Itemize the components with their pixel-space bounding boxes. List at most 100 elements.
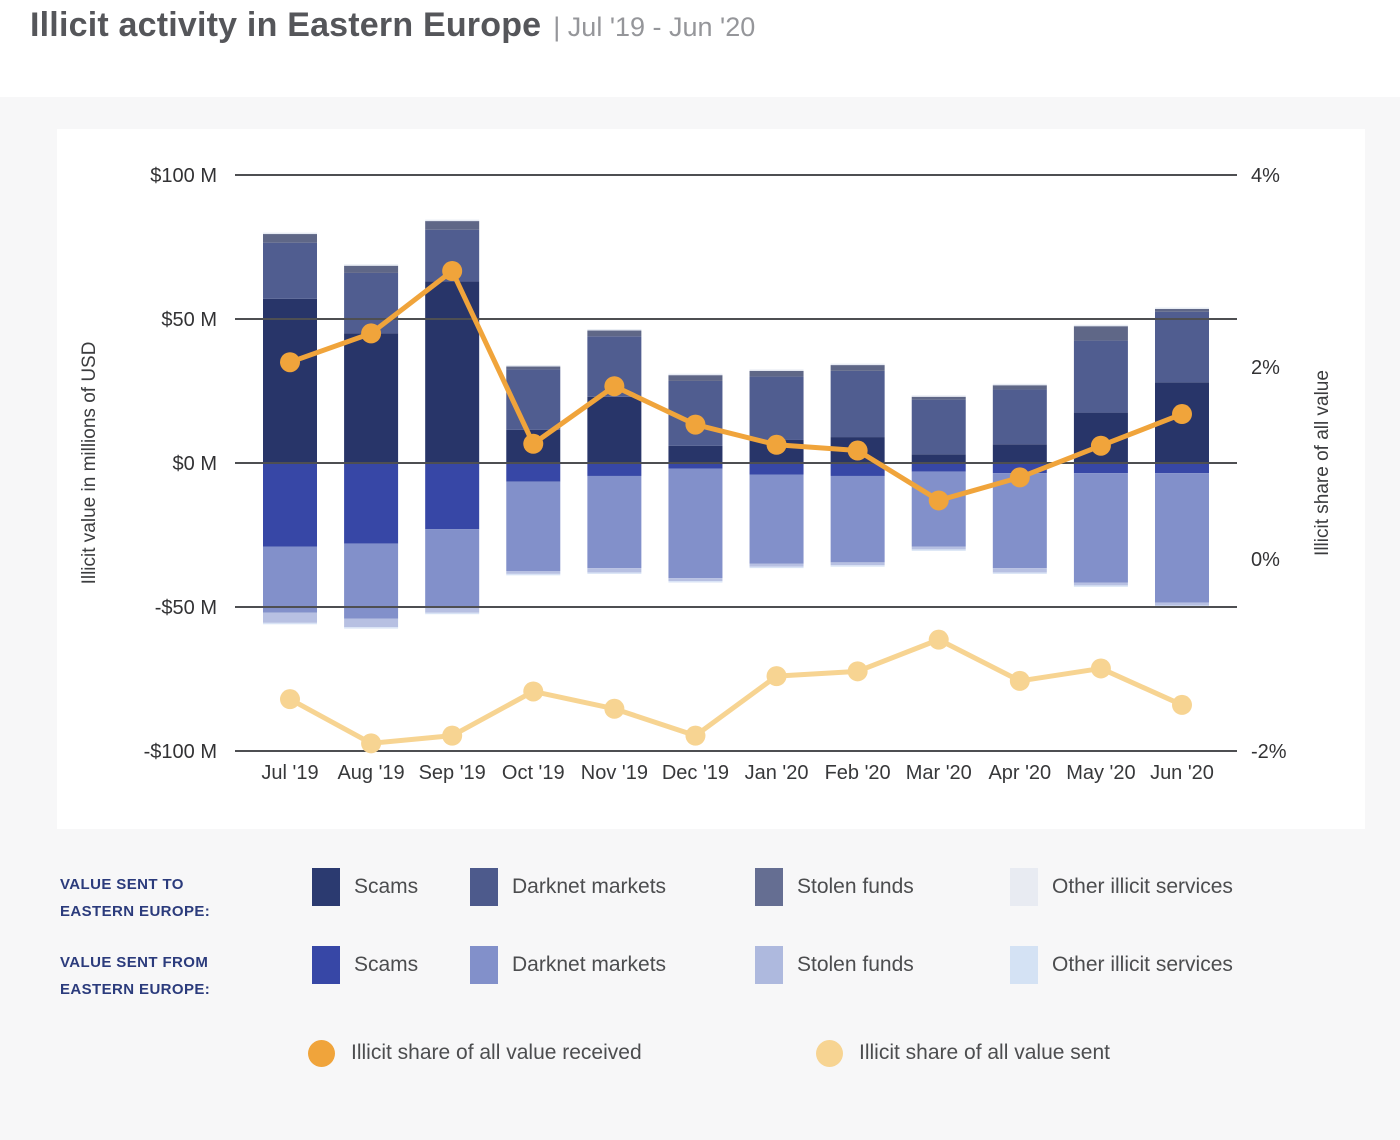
line-point-received <box>1090 435 1111 456</box>
bar-segment-to-other-illicit-services <box>263 232 317 235</box>
legend-row-lines: Illicit share of all value received Illi… <box>0 1039 1400 1099</box>
bar-segment-to-stolen-funds <box>587 330 642 337</box>
bar-segment-from-stolen-funds <box>911 546 966 550</box>
left-axis-title: Illicit value in millions of USD <box>79 342 100 585</box>
chart-card: $100 M $50 M $0 M -$50 M -$100 M 4% 2% 0% -2% Ill… <box>57 129 1365 829</box>
bar-segment-to-stolen-funds <box>668 375 723 381</box>
bar-segment-from-other-illicit-services <box>992 572 1047 574</box>
bar-segment-from-scams <box>425 463 480 530</box>
bar-segment-from-stolen-funds <box>668 578 723 582</box>
legend-heading-line: EASTERN EUROPE: <box>60 902 211 920</box>
legend-row-sent-from: VALUE SENT FROM EASTERN EUROPE: Scams Da… <box>0 946 1400 1006</box>
x-axis-label: Apr '20 <box>988 762 1051 784</box>
right-axis-title: Illicit share of all value <box>1312 370 1333 556</box>
right-axis-tick: 0% <box>1251 549 1280 571</box>
page-header: Illicit activity in Eastern Europe | Jul … <box>30 6 755 60</box>
legend-heading-sent-from: VALUE SENT FROM EASTERN EUROPE: <box>60 950 210 1003</box>
x-axis-label: Feb '20 <box>825 762 891 784</box>
other-from-swatch <box>1010 946 1038 984</box>
sent-line-dot-icon <box>816 1039 843 1067</box>
bar-segment-to-other-illicit-services <box>830 363 885 366</box>
x-axis-label: Mar '20 <box>906 762 972 784</box>
other-to-swatch <box>1010 868 1038 906</box>
bar-segment-from-other-illicit-services <box>344 627 399 629</box>
line-received <box>289 268 1183 503</box>
bar-segment-to-stolen-funds <box>506 366 561 370</box>
chart-section: $100 M $50 M $0 M -$50 M -$100 M 4% 2% 0% -2% Ill… <box>0 97 1400 1140</box>
bar-segment-from-stolen-funds <box>506 571 561 574</box>
line-point-received <box>442 261 463 281</box>
right-axis-tick: -2% <box>1251 741 1287 763</box>
bar-segment-to-stolen-funds <box>830 365 885 371</box>
legend-item-label: Scams <box>354 953 419 976</box>
bar-segment-from-stolen-funds <box>1073 582 1128 586</box>
legend-item-label: Darknet markets <box>512 875 667 898</box>
stolen-from-swatch <box>755 946 783 984</box>
bar-segment-to-stolen-funds <box>425 221 480 230</box>
scams-from-swatch <box>312 946 340 984</box>
bar-segment-to-scams <box>911 454 966 463</box>
bar-segment-from-darknet-markets <box>749 474 804 564</box>
bar-segment-to-darknet-markets <box>1073 340 1128 413</box>
line-point-sent <box>766 666 787 687</box>
line-point-received <box>361 323 382 344</box>
bar-segment-from-darknet-markets <box>425 529 480 607</box>
bar-segment-from-scams <box>830 463 885 476</box>
x-axis-label: Sep '19 <box>419 762 486 784</box>
bar-segment-to-darknet-markets <box>830 370 885 438</box>
legend-item-to-darknet: Darknet markets <box>470 868 666 906</box>
legend-item-label: Stolen funds <box>797 875 914 898</box>
bar-segment-to-scams <box>263 298 317 463</box>
bar-segment-to-darknet-markets <box>263 242 317 299</box>
bar-segment-from-scams <box>263 463 317 547</box>
page-title: Illicit activity in Eastern Europe <box>30 6 542 44</box>
bar-segment-to-stolen-funds <box>1155 308 1209 312</box>
legend-heading-sent-to: VALUE SENT TO EASTERN EUROPE: <box>60 872 210 925</box>
bar-segment-from-darknet-markets <box>506 481 561 571</box>
bar-segment-to-scams <box>587 396 642 463</box>
legend-item-share-received: Illicit share of all value received <box>308 1039 642 1067</box>
bar-segment-from-scams <box>668 463 723 469</box>
bar-segment-to-darknet-markets <box>344 272 399 334</box>
bar-segment-from-scams <box>506 463 561 482</box>
bar-segment-from-stolen-funds <box>344 618 399 628</box>
legend-heading-line: VALUE SENT TO <box>60 876 184 893</box>
legend-row-sent-to: VALUE SENT TO EASTERN EUROPE: Scams Dark… <box>0 868 1400 928</box>
x-axis-label: Nov '19 <box>581 762 648 784</box>
line-point-received <box>1009 467 1030 488</box>
left-axis-tick: $100 M <box>150 165 217 187</box>
bar-segment-to-stolen-funds <box>911 396 966 400</box>
bar-segment-to-darknet-markets <box>992 389 1047 445</box>
bar-segment-to-other-illicit-services <box>1073 324 1128 327</box>
bar-segment-from-darknet-markets <box>830 475 885 563</box>
line-point-sent <box>604 698 625 719</box>
bar-segment-to-stolen-funds <box>749 370 804 377</box>
legend-item-label: Illicit share of all value sent <box>859 1041 1110 1064</box>
bar-segment-from-scams <box>344 463 399 544</box>
right-axis-tick: 2% <box>1251 357 1280 379</box>
legend-heading-line: VALUE SENT FROM <box>60 954 209 971</box>
legend-item-from-stolen: Stolen funds <box>755 946 914 984</box>
bar-segment-to-other-illicit-services <box>668 373 723 376</box>
left-axis-tick: $0 M <box>173 453 217 475</box>
bar-segment-to-stolen-funds <box>992 385 1047 390</box>
x-axis-label: Jan '20 <box>745 762 809 784</box>
legend-item-from-scams: Scams <box>312 946 418 984</box>
page-subtitle: | Jul '19 - Jun '20 <box>553 12 756 42</box>
darknet-from-swatch <box>470 946 498 984</box>
bar-segment-to-stolen-funds <box>263 234 317 243</box>
line-point-sent <box>442 725 463 746</box>
line-sent <box>288 637 1184 746</box>
line-point-sent <box>361 733 382 754</box>
bar-segment-from-stolen-funds <box>263 612 317 623</box>
bar-segment-from-stolen-funds <box>425 607 480 613</box>
line-point-sent <box>928 629 949 650</box>
line-point-received <box>685 414 706 435</box>
legend-item-label: Stolen funds <box>797 953 914 976</box>
right-axis-tick: 4% <box>1251 165 1280 187</box>
legend-item-to-stolen: Stolen funds <box>755 868 914 906</box>
bar-segment-to-scams <box>668 445 723 463</box>
stolen-to-swatch <box>755 868 783 906</box>
bar-segment-from-scams <box>749 463 804 475</box>
bar-segment-to-darknet-markets <box>911 399 966 455</box>
